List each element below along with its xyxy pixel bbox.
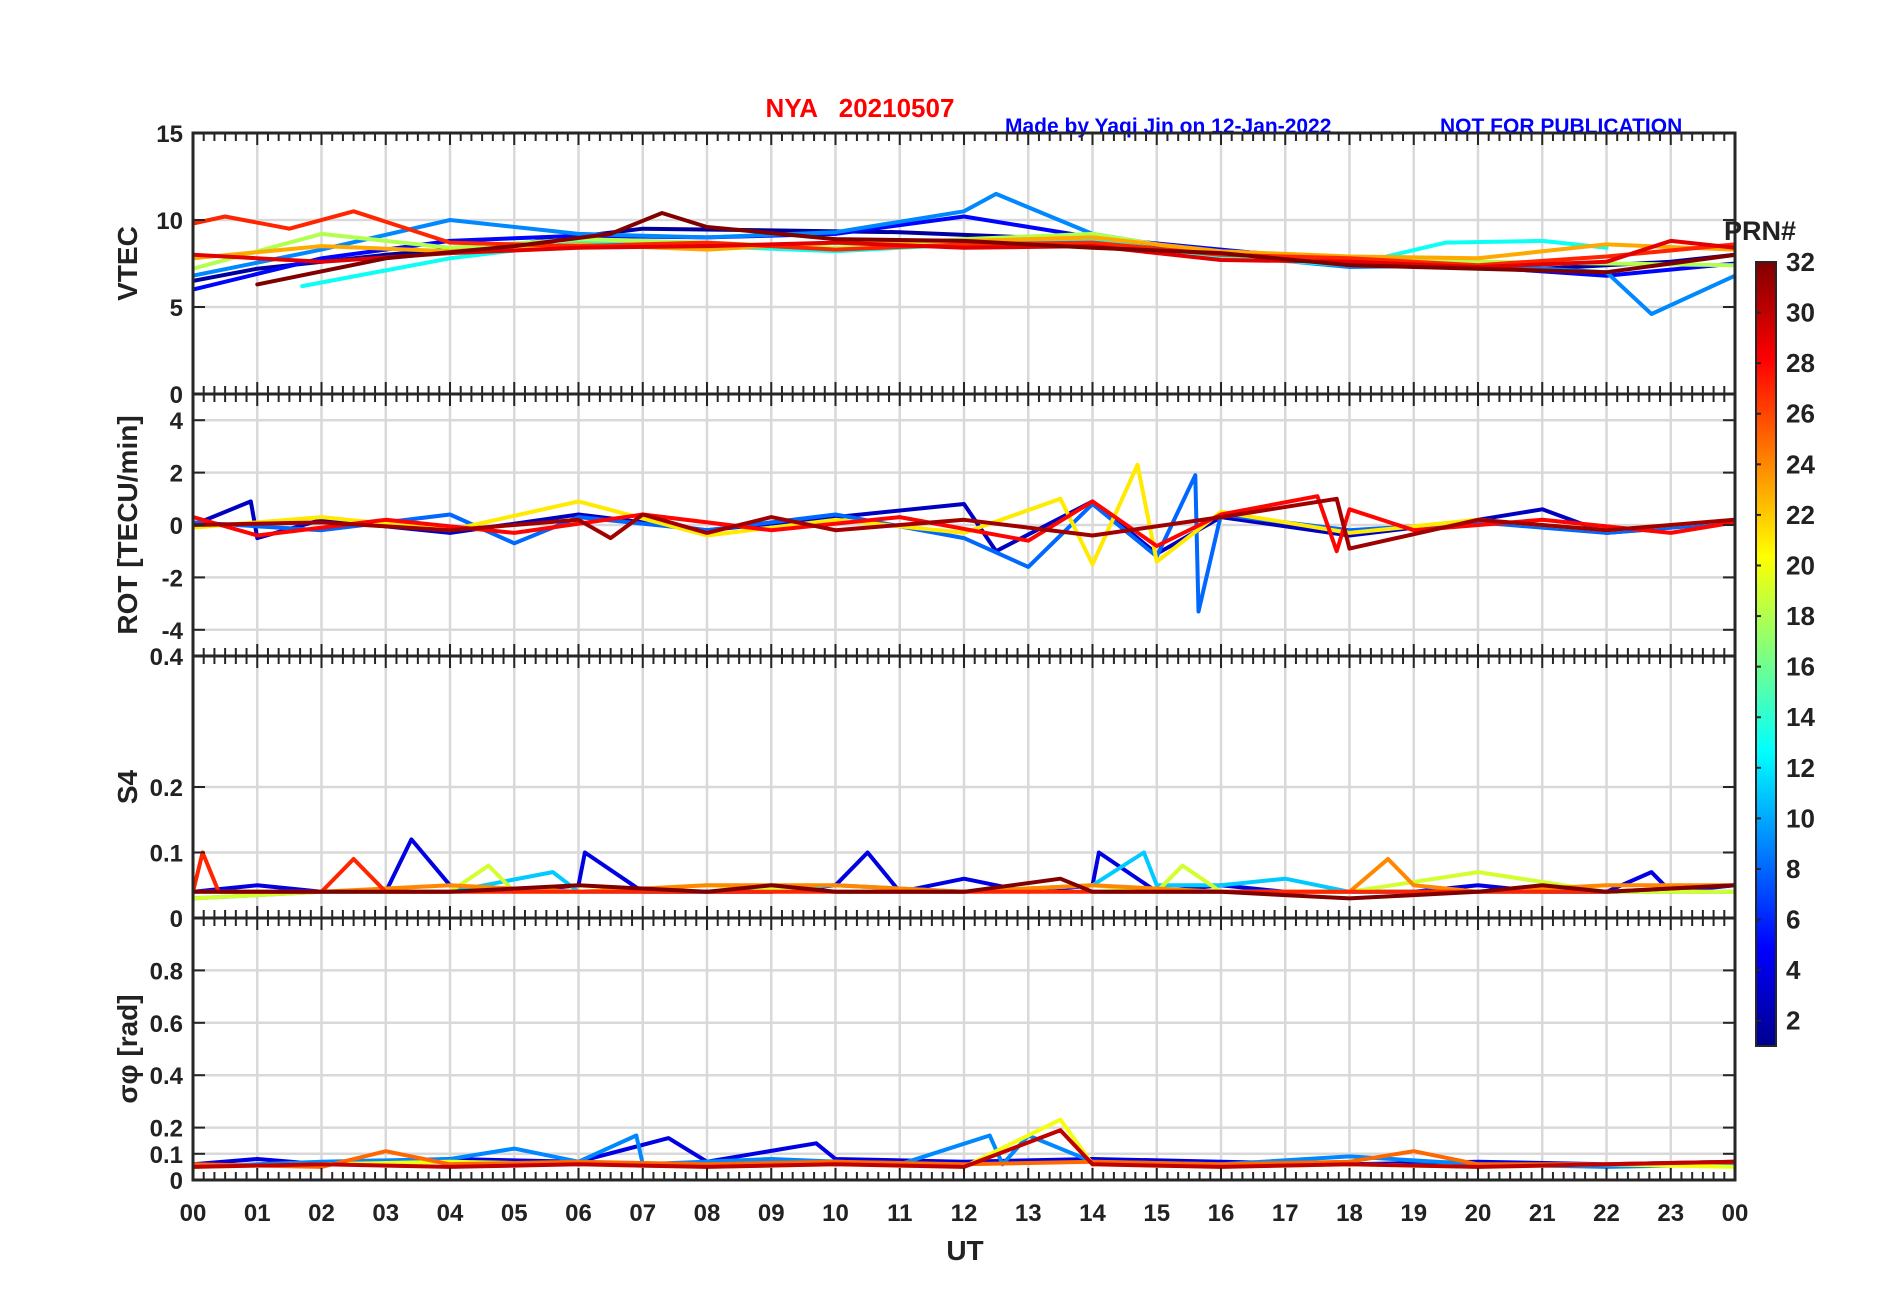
x-tick-label: 22 [1593, 1200, 1620, 1227]
y-tick-label: 4 [170, 408, 184, 435]
y-tick-label: 0 [170, 1168, 183, 1195]
x-tick-label: 02 [308, 1200, 335, 1227]
y-tick-label: 0.2 [150, 775, 183, 802]
colorbar-tick-label: 10 [1786, 803, 1815, 833]
colorbar-gradient [1755, 261, 1777, 1047]
x-tick-label: 03 [372, 1200, 399, 1227]
colorbar-tick-label: 30 [1786, 298, 1815, 328]
x-tick-label: 17 [1272, 1200, 1299, 1227]
y-tick-label: 0.4 [150, 644, 184, 671]
colorbar-tick-label: 26 [1786, 399, 1815, 429]
x-tick-label: 20 [1465, 1200, 1492, 1227]
x-tick-label: 09 [758, 1200, 785, 1227]
x-tick-label: 05 [501, 1200, 528, 1227]
y-axis-label-s4: S4 [112, 769, 143, 804]
colorbar-tick-label: 28 [1786, 348, 1815, 378]
x-tick-label: 12 [951, 1200, 978, 1227]
colorbar-tick-label: 12 [1786, 753, 1815, 783]
colorbar-tick-label: 14 [1786, 702, 1815, 732]
x-tick-label: 16 [1208, 1200, 1235, 1227]
x-tick-label: 01 [244, 1200, 271, 1227]
x-axis-label: UT [946, 1235, 983, 1266]
x-tick-label: 10 [822, 1200, 849, 1227]
series-group [193, 1117, 1735, 1169]
colorbar-tick-label: 20 [1786, 550, 1815, 580]
x-tick-label: 23 [1657, 1200, 1684, 1227]
y-tick-label: 5 [170, 295, 183, 322]
colorbar-tick-label: 16 [1786, 652, 1815, 682]
series-line-prn-32 [255, 211, 1735, 287]
x-tick-label: 06 [565, 1200, 592, 1227]
x-tick-label: 21 [1529, 1200, 1556, 1227]
y-tick-label: -4 [162, 618, 184, 645]
colorbar-label: PRN# [1724, 216, 1796, 246]
x-tick-label: 00 [1722, 1200, 1749, 1227]
x-tick-label: 00 [180, 1200, 207, 1227]
x-tick-label: 15 [1143, 1200, 1170, 1227]
colorbar-tick-label: 2 [1786, 1006, 1800, 1036]
x-tick-label: 07 [629, 1200, 656, 1227]
x-tick-label: 04 [437, 1200, 464, 1227]
figure-notice: NOT FOR PUBLICATION [1440, 115, 1682, 138]
x-tick-label: 13 [1015, 1200, 1042, 1227]
series-line-prn-31 [193, 496, 1735, 551]
colorbar-tick-label: 22 [1786, 500, 1815, 530]
y-tick-label: 0.4 [150, 1063, 184, 1090]
colorbar-tick-label: 32 [1786, 247, 1815, 277]
y-tick-label: 0 [170, 513, 183, 540]
panel-rot: -4 -2 0 2 4 ROT [TECU/min] [112, 392, 1737, 658]
y-axis-label-sigma_phi: σφ [rad] [112, 994, 143, 1103]
y-tick-label: -2 [162, 565, 183, 592]
series-line-prn-32 [193, 876, 1735, 901]
y-tick-label: 15 [156, 121, 183, 148]
y-tick-label: 0.1 [150, 841, 183, 868]
y-tick-label: 0 [170, 906, 183, 933]
series-group [193, 462, 1735, 614]
y-tick-label: 0.6 [150, 1011, 183, 1038]
y-tick-label: 0.8 [150, 958, 183, 985]
colorbar-tick-label: 18 [1786, 601, 1815, 631]
x-tick-label: 14 [1079, 1200, 1106, 1227]
y-tick-label: 0.1 [150, 1142, 183, 1169]
series-line-prn-24 [193, 857, 1735, 894]
series-line-prn-4 [193, 837, 1735, 894]
figure-title: NYA 20210507 [766, 93, 955, 123]
y-tick-label: 0 [170, 382, 183, 409]
y-axis-label-rot: ROT [TECU/min] [112, 415, 143, 634]
colorbar-tick-label: 8 [1786, 854, 1800, 884]
y-axis-label-vtec: VTEC [112, 226, 143, 301]
x-tick-label: 11 [887, 1200, 912, 1227]
panel-sigma_phi: 00.10.2 0.4 0.6 0.8 σφ [rad] [112, 916, 1737, 1195]
colorbar-tick-label: 6 [1786, 905, 1800, 935]
series-line-prn-29 [193, 238, 1735, 269]
series-group [193, 837, 1735, 901]
series-line-prn-25 [193, 1149, 1735, 1169]
colorbar-tick-label: 4 [1786, 955, 1801, 985]
y-tick-label: 2 [170, 461, 183, 488]
x-tick-label: 08 [694, 1200, 721, 1227]
y-tick-label: 0.2 [150, 1116, 183, 1143]
colorbar-tick-label: 24 [1786, 449, 1815, 479]
x-tick-label: 19 [1400, 1200, 1427, 1227]
y-tick-label: 10 [156, 208, 183, 235]
series-group [193, 191, 1735, 316]
x-tick-label: 18 [1336, 1200, 1363, 1227]
series-line-prn-30 [193, 1128, 1735, 1169]
series-line-prn-21 [193, 462, 1735, 567]
series-line-prn-27 [193, 209, 1735, 268]
